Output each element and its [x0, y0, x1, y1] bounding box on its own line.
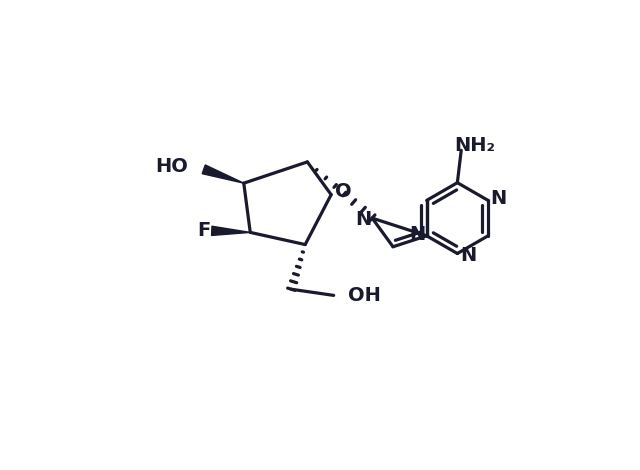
Polygon shape [202, 165, 244, 183]
Text: NH₂: NH₂ [454, 136, 495, 155]
Text: F: F [197, 221, 211, 240]
Text: O: O [335, 182, 352, 201]
Polygon shape [212, 226, 250, 235]
Text: N: N [410, 225, 426, 244]
Text: OH: OH [348, 286, 380, 305]
Text: N: N [491, 189, 507, 208]
Text: HO: HO [156, 157, 188, 176]
Text: N: N [355, 210, 371, 229]
Text: N: N [460, 245, 476, 265]
